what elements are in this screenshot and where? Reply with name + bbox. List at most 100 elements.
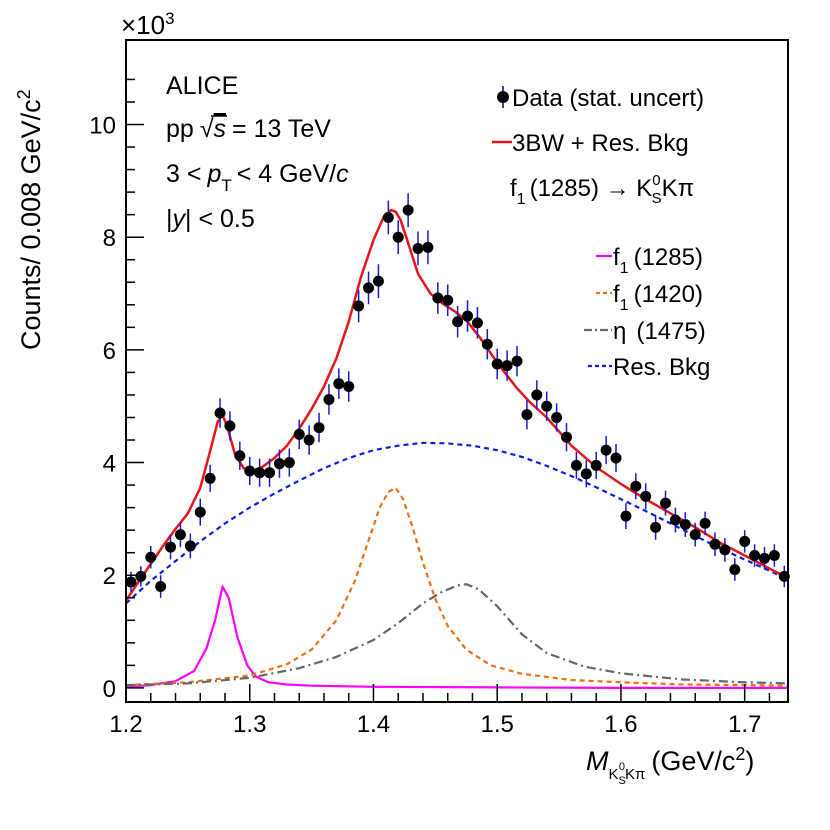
data-point [462,310,474,322]
data-point [452,316,464,328]
y-axis-label: Counts/ 0.008 GeV/c2 [14,89,46,350]
f1-1285-curve [125,585,788,689]
y-tick-label: 8 [103,225,116,252]
axis-ticks: 1.2 1.3 1.4 1.5 1.6 1.7 0 2 4 6 8 10 [89,78,771,738]
data-point [333,378,345,390]
data-point [125,576,137,588]
legend-entry-res-bkg: Res. Bkg [588,354,710,381]
eta-1475-curve [125,583,789,687]
data-point [135,570,147,582]
data-point [343,380,355,392]
data-point [709,538,721,550]
data-point [590,459,602,471]
data-point [640,490,652,502]
data-point [273,458,285,470]
data-point [650,521,662,533]
data-point [264,467,276,479]
y-tick-label: 4 [103,451,116,478]
data-point [600,444,612,456]
legend-entry-fit: 3BW + Res. Bkg [492,130,689,157]
data-point [254,467,266,479]
data-point [501,360,513,372]
data-point [155,581,167,593]
data-point [471,317,483,329]
legend-entry-eta-1475: η (1475) [584,318,706,345]
legend-components: f1 (1285) f1 (1420) η (1475) Res. Bkg [584,244,710,381]
legend-entry-f1-1420: f1 (1420) [596,281,703,314]
data-point [313,422,325,434]
f1-1420-curve [125,486,789,687]
data-point [363,282,375,294]
legend-eta-1475-label: η (1475) [613,318,706,345]
data-point [422,241,434,253]
decay-channel-label: f1 (1285) → K0 SKπ [510,172,694,208]
data-point [679,519,691,531]
data-point [521,409,533,421]
data-point [699,517,711,529]
y-tick-label: 2 [103,563,116,590]
data-point [669,514,681,526]
data-point [511,355,523,367]
legend-f1-1420-label: f1 (1420) [613,281,703,314]
x-tick-label: 1.3 [233,711,266,738]
data-point [214,407,226,419]
legend-fit-label: 3BW + Res. Bkg [512,130,689,157]
data-point [749,550,761,562]
legend-entry-data: Data (stat. uncert) [497,85,704,112]
y-tick-label: 10 [89,113,116,140]
data-point [382,211,394,223]
data-point [204,472,216,484]
data-point [194,506,206,518]
data-point [531,389,543,401]
x-tick-label: 1.6 [604,711,637,738]
data-point [303,434,315,446]
data-point [739,535,751,547]
y-tick-label: 6 [103,338,116,365]
data-point [184,540,196,552]
legend-top: Data (stat. uncert) 3BW + Res. Bkg f1 (12… [492,85,704,208]
res-bkg-curve [125,441,789,605]
pt-range-label: 3 < pT < 4 GeV/c [166,160,349,195]
data-point [432,292,444,304]
data-point [719,544,731,556]
legend-data-label: Data (stat. uncert) [512,85,704,112]
experiment-label: ALICE [166,72,238,100]
data-points-layer [125,193,790,598]
data-point [174,529,186,541]
legend-entry-f1-1285: f1 (1285) [596,244,703,277]
data-point [353,300,365,312]
data-point [145,551,157,563]
data-point [630,480,642,492]
data-point [610,452,622,464]
data-point [580,468,592,480]
y-tick-label: 0 [103,676,116,703]
data-point [293,428,305,440]
data-point [541,400,553,412]
x-tick-label: 1.7 [728,711,761,738]
data-point [412,242,424,254]
data-point [491,358,503,370]
legend-data-marker [497,91,509,103]
data-point [689,529,701,541]
data-point [551,411,563,423]
x-tick-label: 1.5 [481,711,514,738]
data-point [758,552,770,564]
data-point [372,275,384,287]
data-point [244,465,256,477]
x-axis-label: MKS0Kπ (GeV/c2) [586,744,754,787]
x-tick-label: 1.4 [357,711,390,738]
data-point [561,431,573,443]
data-point [620,510,632,522]
y-multiplier: ×103 [121,9,175,40]
data-point [165,541,177,553]
data-point [224,420,236,432]
data-point [659,497,671,509]
data-point [323,393,335,405]
data-point [402,204,414,216]
data-point [283,457,295,469]
data-point [729,564,741,576]
data-point [442,294,454,306]
data-point [481,338,493,350]
data-point [392,231,404,243]
